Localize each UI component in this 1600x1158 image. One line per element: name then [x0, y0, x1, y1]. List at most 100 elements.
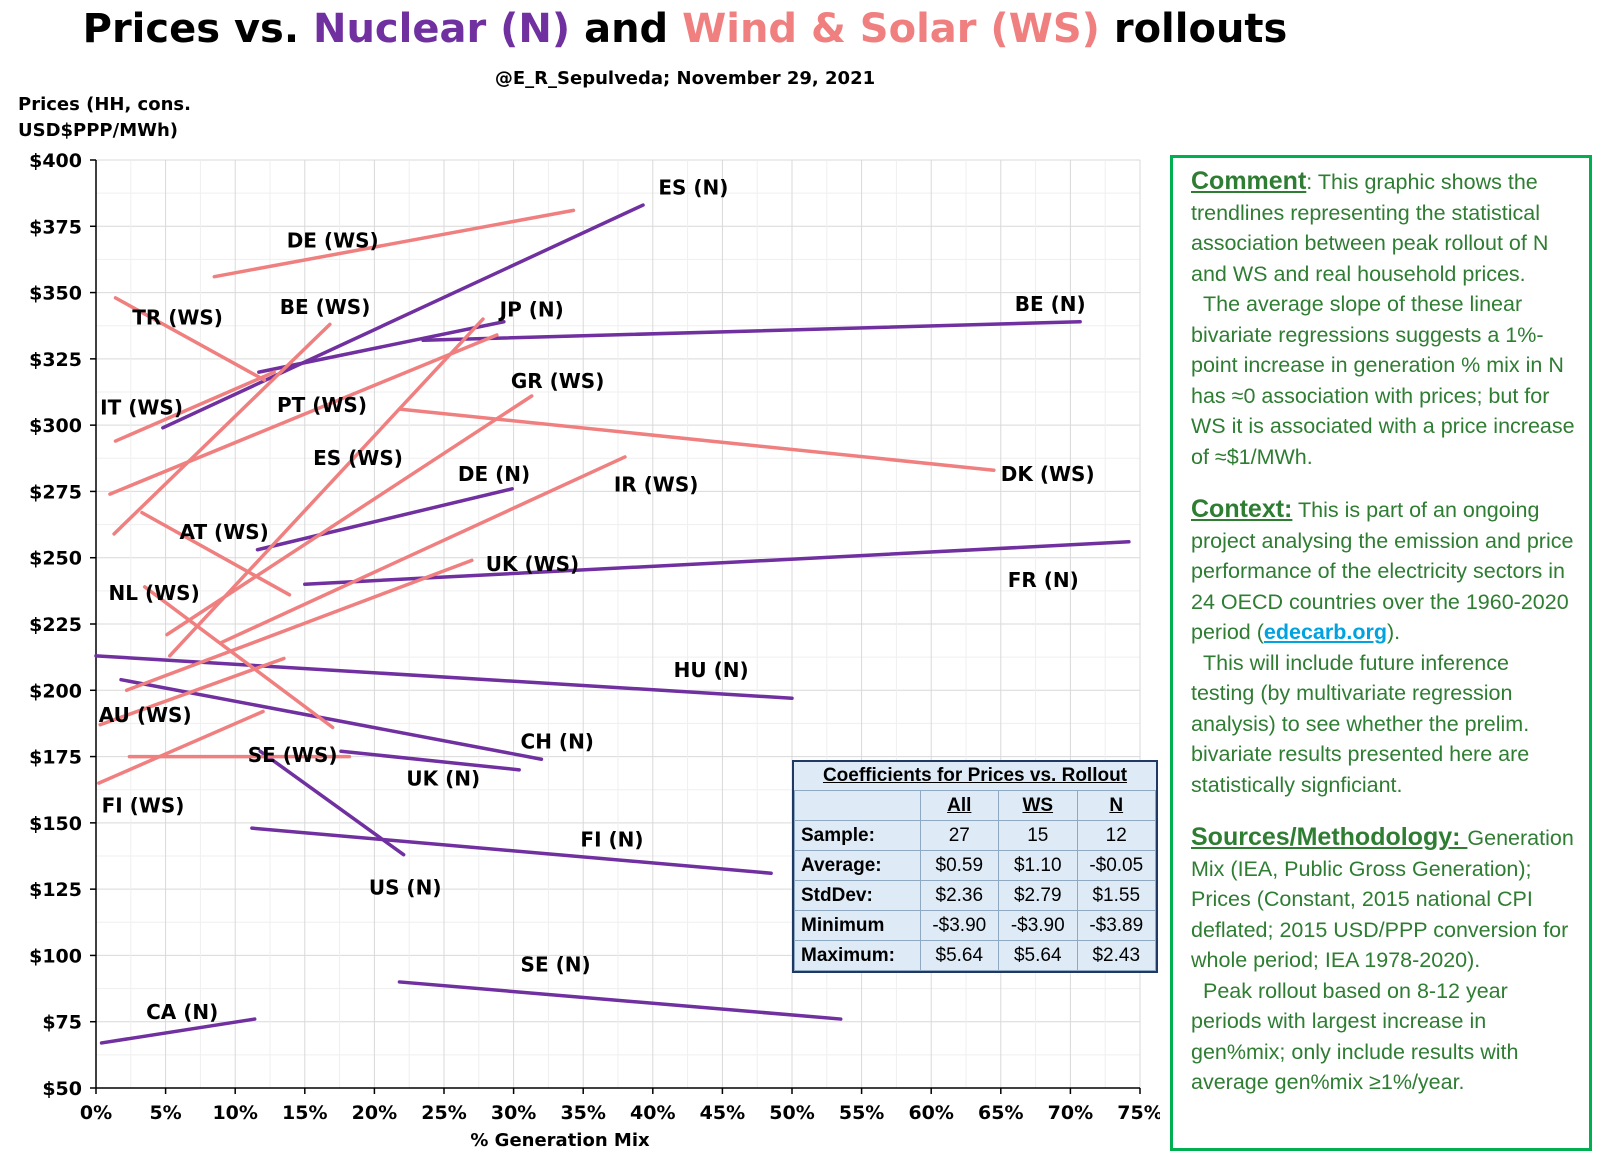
- trendline-se-n: [397, 980, 843, 1021]
- series-label-de-n: DE (N): [458, 462, 530, 486]
- y-tick-label: $200: [29, 680, 82, 702]
- y-tick-label: $325: [29, 349, 82, 371]
- coef-cell: 12: [1076, 820, 1156, 851]
- x-tick-label: 60%: [908, 1102, 953, 1124]
- series-label-at-ws: AT (WS): [180, 520, 269, 544]
- coef-cell: $2.79: [998, 880, 1078, 911]
- x-tick-label: 30%: [491, 1102, 536, 1124]
- series-label-de-ws: DE (WS): [287, 228, 379, 252]
- series-label-fi-n: FI (N): [580, 828, 643, 852]
- y-tick-label: $375: [29, 216, 82, 238]
- trendline-dk-ws: [399, 407, 996, 472]
- y-tick-label: $175: [29, 747, 82, 769]
- x-tick-label: 10%: [212, 1102, 257, 1124]
- coef-cell: $2.43: [1076, 940, 1156, 971]
- trendline-de-n: [255, 487, 514, 552]
- trendline-jp-ws: [168, 317, 485, 658]
- coef-row-label: Sample:: [794, 820, 921, 851]
- x-tick-label: 35%: [560, 1102, 605, 1124]
- series-label-es-ws: ES (WS): [313, 446, 403, 470]
- comment-text-2: The average slope of these linear bivari…: [1191, 292, 1575, 469]
- series-label-fr-n: FR (N): [1008, 568, 1079, 592]
- title-ws: Wind & Solar (WS): [682, 6, 1100, 52]
- series-label-se-ws: SE (WS): [248, 743, 338, 767]
- series-label-jp-n: JP (N): [498, 297, 564, 321]
- trendline-uk-n: [339, 749, 521, 772]
- trendline-ca-n: [99, 1017, 257, 1045]
- coef-cell: $5.64: [998, 940, 1078, 971]
- series-label-nl-ws: NL (WS): [109, 581, 200, 605]
- coef-col-n: N: [1076, 790, 1156, 821]
- y-axis-label-line2: USD$PPP/MWh): [18, 120, 179, 141]
- series-label-dk-ws: DK (WS): [1001, 462, 1095, 486]
- x-axis-label: % Generation Mix: [470, 1130, 650, 1151]
- y-tick-label: $350: [29, 283, 82, 305]
- coef-row-label: Maximum:: [794, 940, 921, 971]
- x-tick-label: 45%: [700, 1102, 745, 1124]
- x-tick-label: 0%: [80, 1102, 112, 1124]
- coef-row-minimum: Minimum -$3.90 -$3.90 -$3.89: [794, 910, 1156, 941]
- series-labels: ES (N) BE (N) JP (N) DE (N) FR (N) HU (N) CH (…: [99, 175, 1095, 1024]
- series-label-uk-ws: UK (WS): [486, 552, 579, 576]
- trendline-nl-ws: [142, 585, 335, 730]
- series-label-be-n: BE (N): [1015, 292, 1086, 316]
- context-text-2: This will include future inference testi…: [1191, 650, 1530, 797]
- axes: $50 $75 $100 $125 $150 $175 $200 $225 $250 $275 $3…: [29, 150, 1160, 1124]
- y-tick-label: $250: [29, 548, 82, 570]
- series-label-au-ws: AU (WS): [99, 703, 192, 727]
- trendline-tr-ws: [113, 296, 267, 382]
- trendline-ir-ws: [219, 455, 627, 645]
- series-label-uk-n: UK (N): [406, 767, 480, 791]
- chart-canvas: $50 $75 $100 $125 $150 $175 $200 $225 $250 $275 $3…: [29, 150, 1160, 1124]
- coef-row-maximum: Maximum: $5.64 $5.64 $2.43: [794, 940, 1156, 971]
- x-tick-label: 55%: [839, 1102, 884, 1124]
- coef-cell: $1.55: [1076, 880, 1156, 911]
- series-lines: [94, 203, 1131, 1045]
- y-tick-label: $225: [29, 614, 82, 636]
- trendline-it-ws: [113, 370, 276, 443]
- series-label-it-ws: IT (WS): [100, 396, 183, 420]
- coef-cell: 27: [919, 820, 1000, 851]
- trendline-hu-n: [94, 654, 794, 700]
- coef-col-ws: WS: [998, 790, 1078, 821]
- coef-cell: 15: [998, 820, 1078, 851]
- trendline-us-n: [258, 749, 406, 857]
- comment-heading: Comment: [1191, 167, 1307, 195]
- coef-cell: -$0.05: [1076, 850, 1156, 881]
- trendline-gr-ws: [165, 394, 534, 637]
- series-label-pt-ws: PT (WS): [277, 393, 367, 417]
- coef-cell: -$3.90: [919, 910, 1000, 941]
- trendline-be-n: [421, 319, 1082, 343]
- y-tick-label: $75: [42, 1012, 82, 1034]
- y-tick-label: $50: [42, 1078, 82, 1100]
- sources-text-2: Peak rollout based on 8-12 year periods …: [1191, 978, 1519, 1095]
- edecarb-link[interactable]: edecarb.org: [1263, 620, 1387, 644]
- coef-col-all: All: [919, 790, 1000, 821]
- trendline-fi-ws: [97, 709, 265, 785]
- y-tick-label: $100: [29, 945, 82, 967]
- chart-title: Prices vs. Nuclear (N) and Wind & Solar …: [0, 6, 1370, 52]
- series-label-be-ws: BE (WS): [280, 295, 371, 319]
- x-tick-label: 25%: [421, 1102, 466, 1124]
- trendline-jp-n: [257, 319, 506, 374]
- coef-row-stddev: StdDev: $2.36 $2.79 $1.55: [794, 880, 1156, 911]
- x-tick-label: 15%: [282, 1102, 327, 1124]
- trendline-es-n: [161, 203, 645, 430]
- series-label-fi-ws: FI (WS): [102, 793, 185, 817]
- chart-subtitle: @E_R_Sepulveda; November 29, 2021: [494, 68, 876, 89]
- y-tick-label: $150: [29, 813, 82, 835]
- comment-paragraph: Comment: This graphic shows the trendlin…: [1191, 166, 1577, 472]
- notes-panel: Comment: This graphic shows the trendlin…: [1170, 155, 1592, 1151]
- trendline-at-ws: [140, 510, 292, 597]
- context-text-1b: ).: [1386, 620, 1401, 644]
- coef-corner: [794, 790, 921, 821]
- y-tick-label: $400: [29, 150, 82, 172]
- sources-text-1: Generation Mix (IEA, Public Gross Genera…: [1191, 826, 1574, 972]
- x-tick-label: 5%: [149, 1102, 181, 1124]
- series-label-us-n: US (N): [369, 875, 442, 899]
- trendline-pt-ws: [108, 333, 499, 496]
- comment-text-1: : This graphic shows the trendlines repr…: [1191, 170, 1549, 286]
- coefficients-caption: Coefficients for Prices vs. Rollout: [822, 765, 1128, 786]
- context-paragraph: Context: This is part of an ongoing proj…: [1191, 494, 1577, 800]
- coef-cell: -$3.89: [1076, 910, 1156, 941]
